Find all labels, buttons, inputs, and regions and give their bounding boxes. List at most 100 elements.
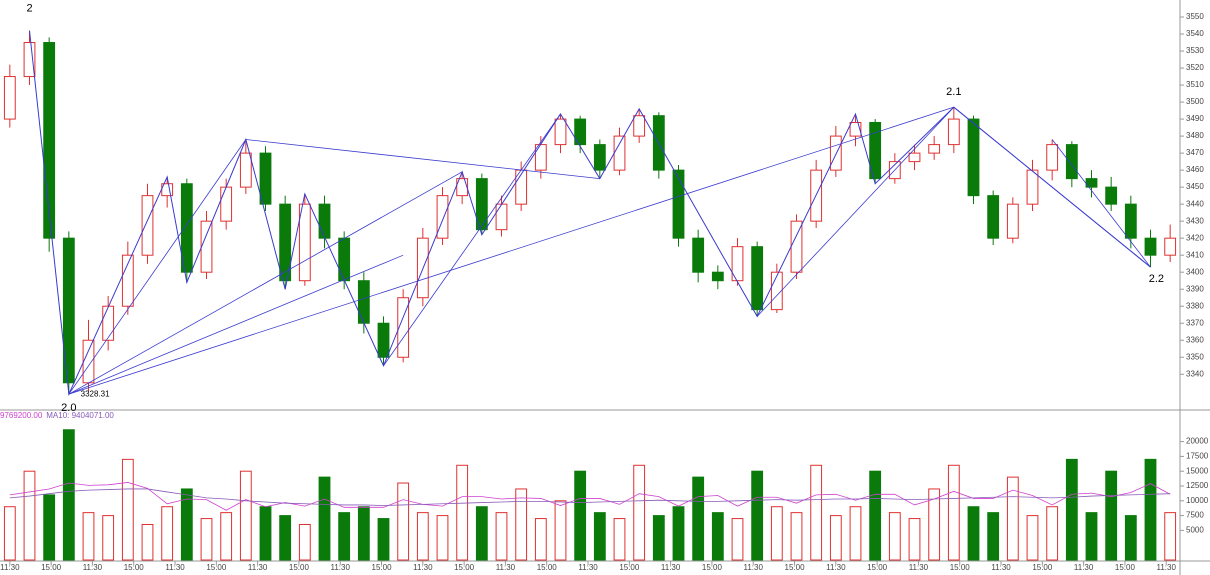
legend-entry: 9769200.00 [0,411,43,420]
candle-body [1026,169,1039,205]
y-tick-label: 3380 [1186,301,1204,310]
volume-bar [3,506,16,561]
candle-body [849,121,862,137]
x-tick-label: 11:30 [1074,563,1094,572]
volume-bar [790,512,803,561]
candle-body [141,195,154,256]
candle-body [82,339,95,384]
volume-bar [692,476,705,561]
y-tick-label: 3510 [1186,80,1204,89]
volume-bar [23,470,36,561]
volume-bar [416,512,429,561]
volume-bar [259,506,272,561]
y-tick-label: 3430 [1186,216,1204,225]
candle-body [495,203,508,231]
candle-body [692,237,705,273]
candle-body [298,203,311,282]
legend-entry: MA10: 9404071.00 [46,411,114,420]
volume-bar [338,512,351,561]
y-tick-label: 3350 [1186,352,1204,361]
candle-body [829,135,842,171]
x-tick-label: 15:00 [1032,563,1053,572]
volume-bar [298,523,311,561]
candle-body [43,42,56,239]
zigzag [29,30,1151,397]
y-tick-label: 3400 [1186,267,1204,276]
y-tick-label: 3370 [1186,318,1204,327]
plot-bg [0,0,1180,575]
volume-bar [279,515,292,561]
volume-bar [829,515,842,561]
x-tick-label: 11:30 [83,563,103,572]
candle-body [770,271,783,311]
candle-body [220,186,233,222]
x-tick-label: 11:30 [248,563,268,572]
y-tick-label: 3490 [1186,114,1204,123]
trend-line [68,106,954,395]
volume-bar [161,506,174,561]
volume-bar [613,518,626,561]
volume-bar [82,512,95,561]
y-tick-label: 3440 [1186,199,1204,208]
x-tick-label: 15:00 [289,563,310,572]
candle-body [62,237,75,384]
x-tick-label: 15:00 [785,563,806,572]
pivot-label: 2 [26,2,32,14]
x-tick-label: 15:00 [950,563,971,572]
candle-body [23,42,36,78]
volume-bar [1124,515,1137,561]
candle-body [1006,203,1019,239]
trend-line [68,171,463,395]
candle-body [102,305,115,341]
x-tick-label: 11:30 [165,563,185,572]
candle-body [475,178,488,231]
x-tick-label: 15:00 [206,563,227,572]
x-tick-label: 15:00 [537,563,558,572]
volume-bar [239,470,252,561]
x-tick-label: 11:30 [331,563,351,572]
y-tick-label: 3500 [1186,97,1204,106]
volume-bar [397,482,410,561]
x-tick-label: 11:30 [496,563,516,572]
vol-tick-label: 17500 [1186,452,1209,461]
y-tick-label: 3420 [1186,233,1204,242]
pivot-label: 2.0 [61,402,76,414]
volume-bar [141,523,154,561]
candle-body [239,152,252,188]
candle-body [928,144,941,154]
vol-tick-label: 5000 [1186,526,1204,535]
volume-bar [593,512,606,561]
vol-tick-label: 10000 [1186,496,1209,505]
trend-line [245,139,600,180]
candle-body [554,118,567,146]
candle-body [1046,144,1059,171]
vol-tick-label: 15000 [1186,466,1209,475]
trend-line [1051,139,1151,268]
volume-bar [220,512,233,561]
candle-body [869,121,882,180]
volume-bar [987,512,1000,561]
x-tick-label: 15:00 [372,563,393,572]
candle-body [967,118,980,197]
volume-bar [1085,512,1098,561]
volume-bar [1164,512,1177,561]
trend-line [68,254,404,395]
x-tick-label: 11:30 [0,563,20,572]
volume-bar [1105,470,1118,561]
candle-body [180,183,193,273]
volume-bar [849,506,862,561]
volume-bar [869,470,882,561]
candle-body [121,254,134,307]
candle-body [574,118,587,146]
volume-bar [102,515,115,561]
y-tick-label: 3450 [1186,182,1204,191]
volume-bar [672,506,685,561]
trend-line [68,139,247,395]
volume-bar [436,515,449,561]
volume-bar [633,464,646,561]
volume-bar [318,476,331,561]
candle-body [751,246,764,311]
volume-bar [200,518,213,561]
x-tick-label: 11:30 [909,563,929,572]
candle-body [908,152,921,163]
